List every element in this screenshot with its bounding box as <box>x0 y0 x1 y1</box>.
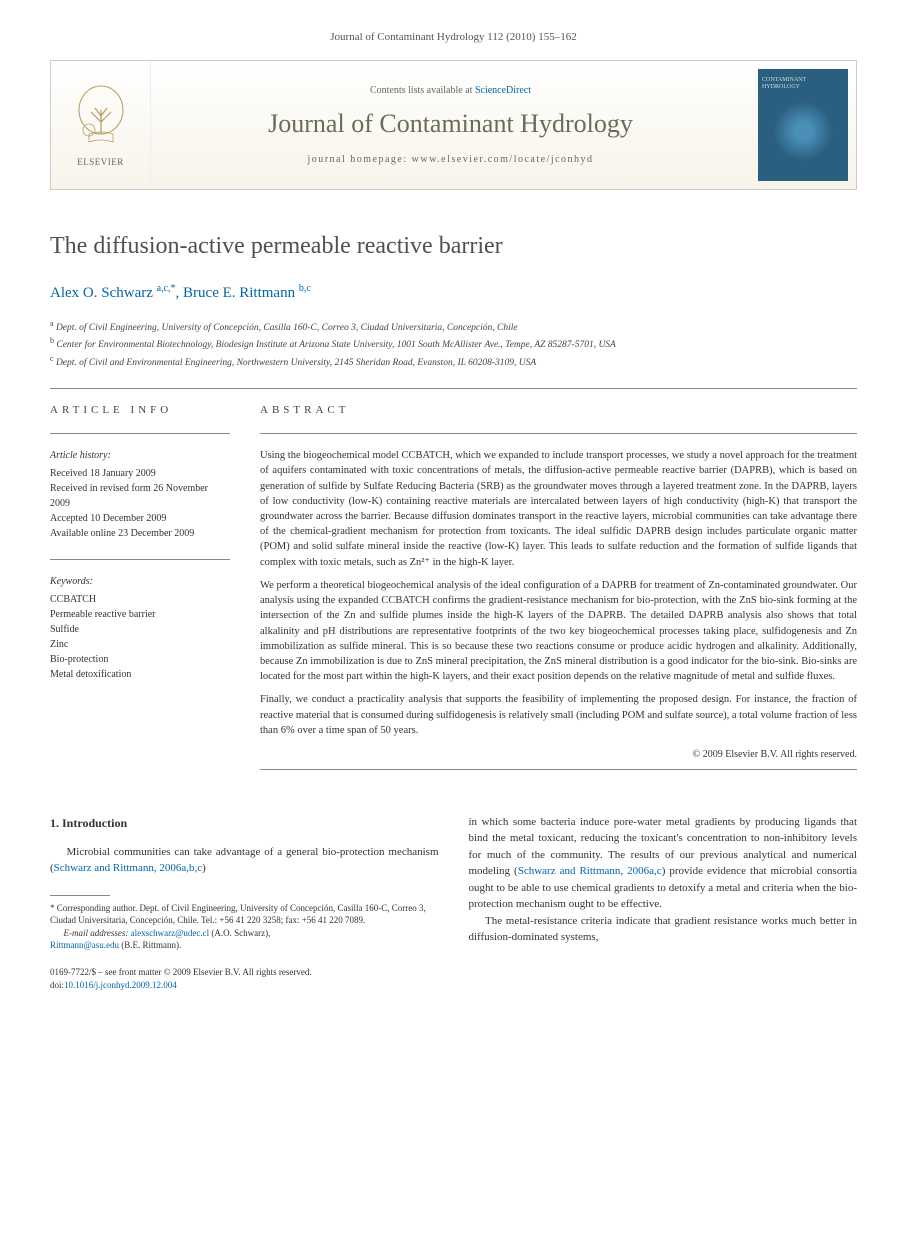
doi-link[interactable]: 10.1016/j.jconhyd.2009.12.004 <box>64 980 177 990</box>
keywords-block: Keywords: CCBATCH Permeable reactive bar… <box>50 574 230 682</box>
right-column: in which some bacteria induce pore-water… <box>469 814 858 992</box>
journal-cover-thumbnail[interactable]: CONTAMINANT HYDROLOGY <box>758 69 848 181</box>
abstract-panel: ABSTRACT Using the biogeochemical model … <box>260 403 857 783</box>
corr-text: Corresponding author. Dept. of Civil Eng… <box>50 903 426 926</box>
keywords-label: Keywords: <box>50 574 230 589</box>
info-abstract-row: ARTICLE INFO Article history: Received 1… <box>50 403 857 783</box>
homepage-prefix: journal homepage: <box>307 154 411 165</box>
divider <box>260 769 857 770</box>
body-para: The metal-resistance criteria indicate t… <box>469 913 858 946</box>
body-para: in which some bacteria induce pore-water… <box>469 814 858 913</box>
email-label: E-mail addresses: <box>64 928 131 938</box>
keyword: CCBATCH <box>50 592 230 607</box>
email-link[interactable]: Rittmann@asu.edu <box>50 940 119 950</box>
email-who: (B.E. Rittmann). <box>119 940 181 950</box>
divider <box>50 433 230 434</box>
cover-title: CONTAMINANT HYDROLOGY <box>762 77 844 90</box>
author-2-affil: b,c <box>299 283 311 294</box>
journal-homepage: journal homepage: www.elsevier.com/locat… <box>307 153 593 167</box>
corresponding-author-block: * Corresponding author. Dept. of Civil E… <box>50 902 439 952</box>
divider <box>260 433 857 434</box>
abstract-para: Using the biogeochemical model CCBATCH, … <box>260 448 857 570</box>
history-line: Accepted 10 December 2009 <box>50 511 230 526</box>
footer-block: 0169-7722/$ – see front matter © 2009 El… <box>50 966 439 991</box>
left-column: 1. Introduction Microbial communities ca… <box>50 814 439 992</box>
sciencedirect-link[interactable]: ScienceDirect <box>475 85 531 96</box>
author-1[interactable]: Alex O. Schwarz <box>50 285 153 301</box>
keyword: Sulfide <box>50 622 230 637</box>
keyword: Bio-protection <box>50 652 230 667</box>
abstract-para: Finally, we conduct a practicality analy… <box>260 692 857 738</box>
publisher-name: ELSEVIER <box>77 156 124 169</box>
journal-banner: ELSEVIER Contents lists available at Sci… <box>50 60 857 190</box>
running-head: Journal of Contaminant Hydrology 112 (20… <box>50 30 857 45</box>
author-sep: , <box>176 285 184 301</box>
abstract-copyright: © 2009 Elsevier B.V. All rights reserved… <box>260 748 857 763</box>
contents-available: Contents lists available at ScienceDirec… <box>370 84 531 98</box>
corr-divider <box>50 895 110 896</box>
corr-star: * <box>50 903 55 913</box>
affil-a: Dept. of Civil Engineering, University o… <box>56 323 518 333</box>
history-line: Received 18 January 2009 <box>50 466 230 481</box>
body-columns: 1. Introduction Microbial communities ca… <box>50 814 857 992</box>
citation-link[interactable]: Schwarz and Rittmann, 2006a,b,c <box>54 862 202 874</box>
journal-name: Journal of Contaminant Hydrology <box>268 106 633 142</box>
history-label: Article history: <box>50 448 230 463</box>
banner-center: Contents lists available at ScienceDirec… <box>151 61 750 189</box>
contents-prefix: Contents lists available at <box>370 85 475 96</box>
keyword: Metal detoxification <box>50 667 230 682</box>
history-line: Available online 23 December 2009 <box>50 526 230 541</box>
publisher-logo[interactable]: ELSEVIER <box>51 61 151 189</box>
section-1-heading: 1. Introduction <box>50 814 439 832</box>
body-para: Microbial communities can take advantage… <box>50 844 439 877</box>
article-title: The diffusion-active permeable reactive … <box>50 230 857 264</box>
doi-prefix: doi: <box>50 980 64 990</box>
history-line: Received in revised form 26 November 200… <box>50 481 230 511</box>
author-1-affil: a,c, <box>157 283 171 294</box>
affil-b: Center for Environmental Biotechnology, … <box>56 341 615 351</box>
authors-line: Alex O. Schwarz a,c,*, Bruce E. Rittmann… <box>50 282 857 304</box>
email-who: (A.O. Schwarz), <box>209 928 270 938</box>
homepage-url[interactable]: www.elsevier.com/locate/jconhyd <box>412 154 594 165</box>
abstract-para: We perform a theoretical biogeochemical … <box>260 578 857 685</box>
citation-link[interactable]: Schwarz and Rittmann, 2006a,c <box>518 865 662 877</box>
cover-graphic-icon <box>773 101 833 161</box>
issn-copyright: 0169-7722/$ – see front matter © 2009 El… <box>50 966 439 979</box>
article-info-heading: ARTICLE INFO <box>50 403 230 418</box>
keyword: Permeable reactive barrier <box>50 607 230 622</box>
affiliations: a Dept. of Civil Engineering, University… <box>50 318 857 370</box>
author-2[interactable]: Bruce E. Rittmann <box>183 285 295 301</box>
email-link[interactable]: alexschwarz@udec.cl <box>131 928 210 938</box>
article-history: Article history: Received 18 January 200… <box>50 448 230 541</box>
text-run: ) <box>202 862 206 874</box>
divider <box>50 559 230 560</box>
keyword: Zinc <box>50 637 230 652</box>
elsevier-tree-icon <box>71 82 131 152</box>
abstract-heading: ABSTRACT <box>260 403 857 419</box>
article-info-panel: ARTICLE INFO Article history: Received 1… <box>50 403 230 783</box>
affil-c: Dept. of Civil and Environmental Enginee… <box>56 358 536 368</box>
divider <box>50 388 857 389</box>
